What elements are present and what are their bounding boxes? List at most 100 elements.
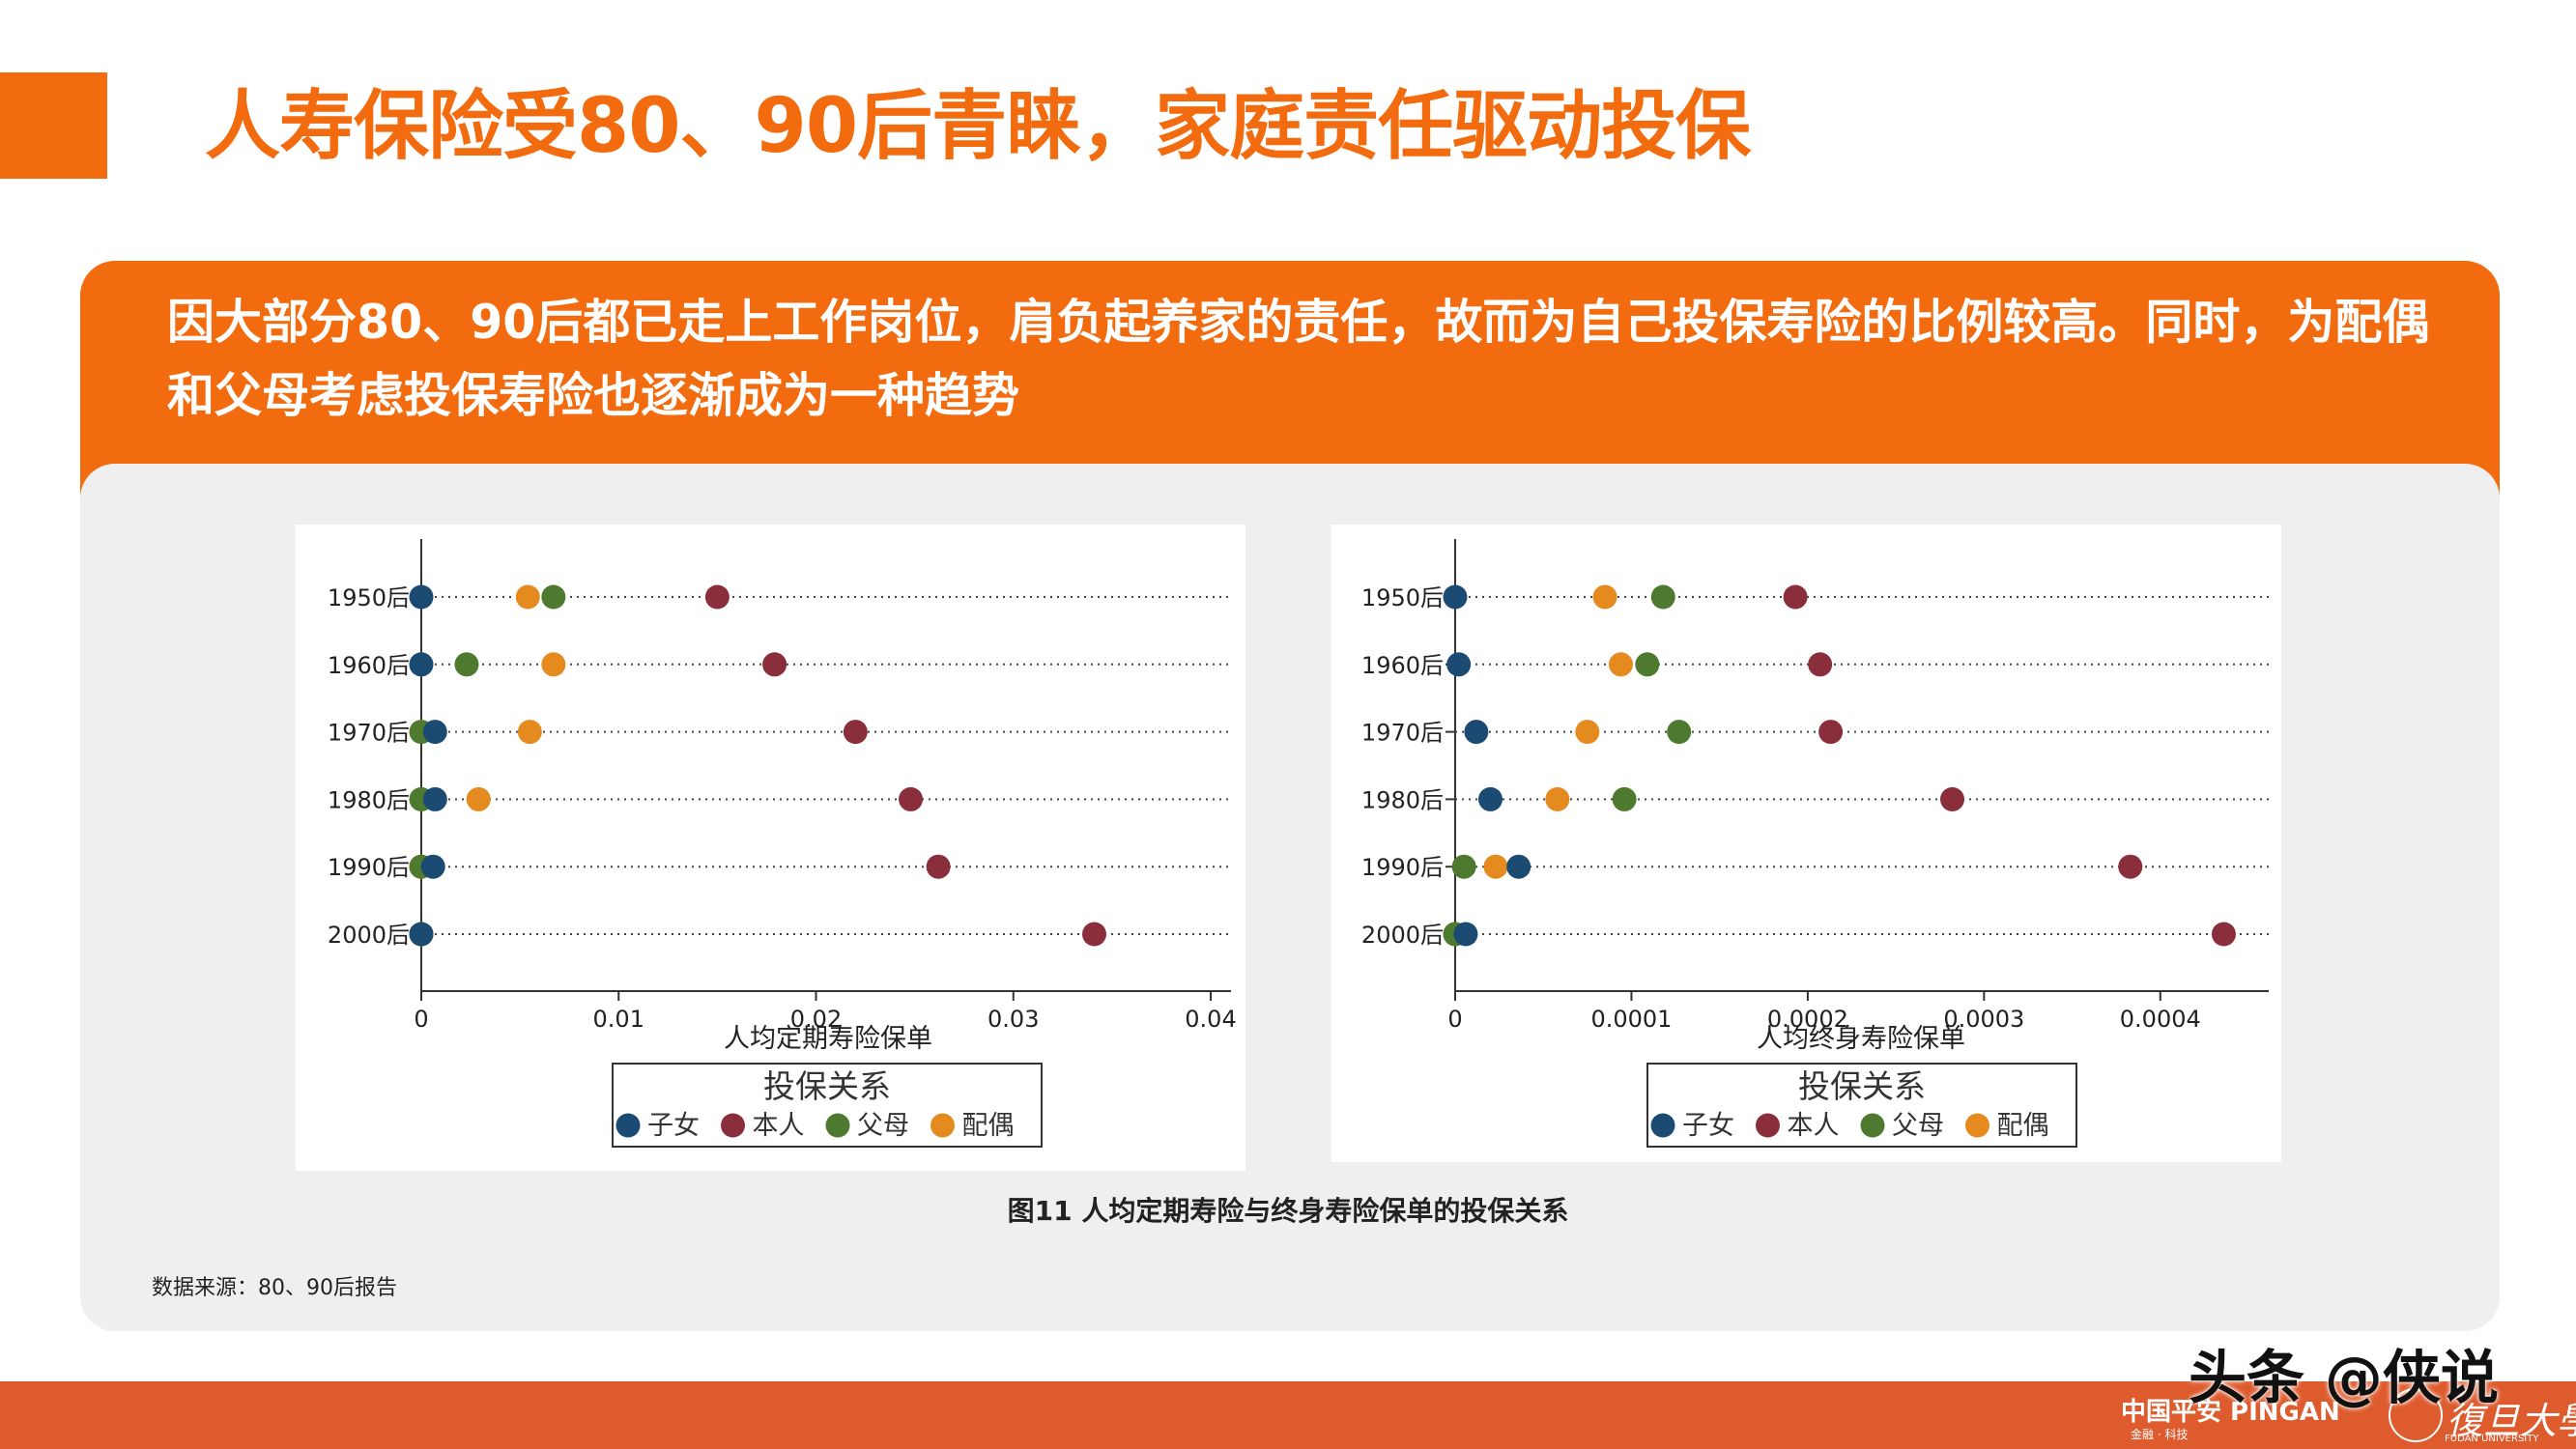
summary-text: 因大部分80、90后都已走上工作岗位，肩负起养家的责任，故而为自己投保寿险的比例…	[167, 295, 2430, 423]
chart2-x-tick-label: 0.0002	[1767, 1006, 1848, 1033]
chart2-legend-marker-父母	[1860, 1113, 1885, 1138]
chart2-y-tick-label: 2000后	[1361, 922, 1444, 949]
chart1-point-子女	[420, 854, 445, 879]
chart1-x-axis-title: 人均定期寿险保单	[724, 1024, 932, 1054]
chart2-legend-label: 配偶	[1997, 1111, 2049, 1141]
chart2-y-tick-label: 1980后	[1361, 786, 1444, 813]
chart1-y-tick-label: 1980后	[328, 786, 410, 813]
chart2-y-tick-label: 1960后	[1361, 652, 1444, 679]
chart2-point-子女	[1477, 786, 1503, 811]
chart2-point-父母	[1612, 786, 1637, 811]
chart2-point-本人	[1818, 720, 1844, 745]
title-accent-block	[0, 72, 107, 179]
chart2-point-子女	[1464, 720, 1489, 745]
chart1-point-子女	[422, 720, 447, 745]
chart1-point-子女	[409, 652, 434, 677]
chart2-legend-box	[1646, 1063, 2077, 1148]
term-life-chart-svg: 1950后 1960后 1970后 1980后 1990后 2000后 0 0.01 0.02 0…	[328, 539, 1237, 1148]
chart1-point-本人	[1081, 922, 1106, 947]
chart2-point-子女	[1453, 922, 1478, 947]
chart1-y-tick-label: 1970后	[328, 720, 410, 747]
chart1-point-本人	[762, 652, 787, 677]
chart1-legend-marker-子女	[615, 1113, 641, 1138]
whole-life-chart: 1950后 1960后 1970后 1980后 1990后 2000后 0 0.0001 0.0…	[1331, 525, 2281, 1162]
chart1-x-tick-label: 0	[414, 1006, 428, 1033]
chart2-point-父母	[1650, 584, 1675, 610]
chart2-x-tick-label: 0.0003	[1943, 1006, 2024, 1033]
chart1-y-tick-label: 1960后	[328, 652, 410, 679]
chart1-point-配偶	[541, 652, 566, 677]
chart2-point-配偶	[1592, 584, 1617, 610]
chart2-legend-title: 投保关系	[1798, 1067, 1926, 1105]
page-title: 人寿保险受80、90后青睐，家庭责任驱动投保	[205, 83, 1751, 170]
chart2-point-配偶	[1608, 652, 1633, 677]
chart2-point-父母	[1667, 720, 1692, 745]
chart1-y-tick-label: 1990后	[328, 854, 410, 881]
chart1-legend-marker-本人	[721, 1113, 745, 1138]
chart2-point-父母	[1635, 652, 1660, 677]
chart1-point-本人	[899, 786, 924, 811]
chart1-point-本人	[843, 720, 868, 745]
watermark: 头条 @侠说	[2189, 1345, 2499, 1412]
chart2-point-子女	[1443, 584, 1468, 610]
chart2-legend-label: 子女	[1682, 1111, 1734, 1141]
chart1-x-tick-label: 0.02	[790, 1006, 842, 1033]
chart1-y-tick-label: 1950后	[328, 584, 410, 611]
chart2-legend-marker-本人	[1756, 1113, 1780, 1138]
chart2-point-本人	[2211, 922, 2236, 947]
chart1-legend-label: 父母	[857, 1111, 909, 1141]
chart1-x-tick-label: 0.03	[987, 1006, 1039, 1033]
chart1-point-本人	[704, 584, 730, 610]
chart2-x-tick-label: 0.0004	[2120, 1006, 2201, 1033]
fudan-logo: 復旦大學	[2447, 1400, 2576, 1442]
chart1-legend-title: 投保关系	[763, 1067, 891, 1105]
chart1-y-tick-label: 2000后	[328, 922, 410, 949]
chart1-point-配偶	[466, 786, 491, 811]
chart2-legend-marker-配偶	[1965, 1113, 1989, 1138]
chart2-point-父母	[1451, 854, 1476, 879]
chart2-point-配偶	[1575, 720, 1600, 745]
chart2-point-本人	[1783, 584, 1808, 610]
chart1-x-tick-label: 0.04	[1185, 1006, 1236, 1033]
pingan-logo: 中国平安 PINGAN	[2121, 1398, 2340, 1427]
chart1-legend-box	[612, 1063, 1043, 1148]
chart2-point-本人	[1808, 652, 1833, 677]
chart2-point-本人	[1939, 786, 1964, 811]
fudan-logo-subtitle: FUDAN UNIVERSITY	[2445, 1434, 2539, 1444]
chart2-x-tick-label: 0.0001	[1590, 1006, 1672, 1033]
chart1-point-配偶	[517, 720, 542, 745]
chart1-x-tick-label: 0.01	[593, 1006, 644, 1033]
chart1-legend-label: 配偶	[962, 1111, 1015, 1141]
chart1-legend-marker-配偶	[930, 1113, 955, 1138]
chart1-point-配偶	[515, 584, 540, 610]
chart1-legend-label: 本人	[753, 1111, 805, 1141]
chart1-point-本人	[926, 854, 951, 879]
pingan-logo-subtitle: 金融 · 科技	[2131, 1428, 2189, 1441]
chart2-point-子女	[1506, 854, 1531, 879]
fudan-seal-icon	[2389, 1388, 2443, 1442]
chart1-point-子女	[409, 584, 434, 610]
chart2-point-子女	[1446, 652, 1472, 677]
chart2-legend-marker-子女	[1650, 1113, 1675, 1138]
chart2-x-axis-title: 人均终身寿险保单	[1757, 1024, 1965, 1054]
source-note: 数据来源：80、90后报告	[152, 1276, 397, 1300]
whole-life-chart-svg: 1950后 1960后 1970后 1980后 1990后 2000后 0 0.0001 0.0…	[1361, 539, 2269, 1148]
chart1-point-子女	[422, 786, 447, 811]
term-life-chart: 1950后 1960后 1970后 1980后 1990后 2000后 0 0.01 0.02 0…	[296, 525, 1245, 1171]
chart1-point-父母	[454, 652, 479, 677]
chart2-point-配偶	[1545, 786, 1570, 811]
figure-caption: 图11 人均定期寿险与终身寿险保单的投保关系	[1007, 1195, 1569, 1227]
chart2-y-tick-label: 1970后	[1361, 720, 1444, 747]
summary-banner	[80, 261, 2500, 464]
chart1-legend-label: 子女	[647, 1111, 700, 1141]
chart2-legend-label: 本人	[1788, 1111, 1840, 1141]
chart2-point-本人	[2118, 854, 2143, 879]
chart2-y-tick-label: 1950后	[1361, 584, 1444, 611]
chart2-y-tick-label: 1990后	[1361, 854, 1444, 881]
footer-bar	[0, 1381, 2576, 1449]
chart1-legend-marker-父母	[825, 1113, 850, 1138]
chart2-point-配偶	[1483, 854, 1508, 879]
chart2-legend-label: 父母	[1892, 1111, 1944, 1141]
chart1-point-子女	[409, 922, 434, 947]
chart1-point-父母	[541, 584, 566, 610]
